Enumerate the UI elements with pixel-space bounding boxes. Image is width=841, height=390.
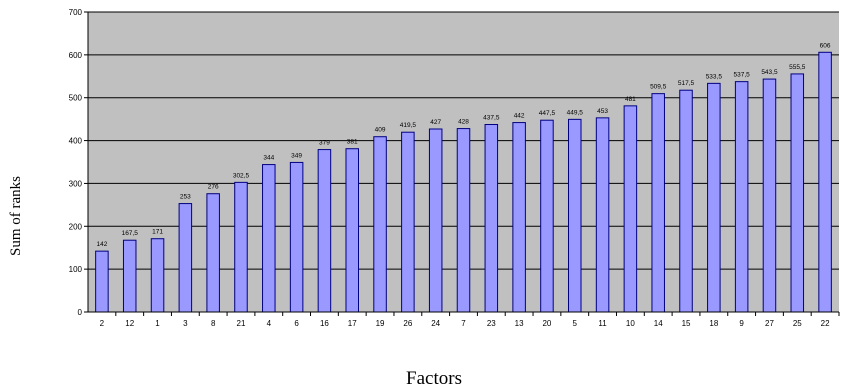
x-tick-label: 25 [793,319,802,328]
bar-10 [623,105,638,313]
data-label: 349 [291,152,302,159]
x-tick-label: 16 [320,319,329,328]
data-label: 481 [625,96,636,103]
x-tick-label: 3 [183,319,188,328]
data-label: 427 [430,119,441,126]
x-tick-label: 18 [709,319,718,328]
data-label: 167,5 [122,230,139,237]
bar-3 [178,203,193,313]
data-label: 379 [319,140,330,147]
x-tick-label: 24 [431,319,440,328]
bars [95,51,832,313]
bar-24 [428,128,443,313]
x-tick-label: 9 [739,319,744,328]
data-label: 419,5 [400,122,417,129]
x-axis-ticks: 2 12 1 3 8 21 4 6 16 17 19 26 24 7 23 13 20 5 11 10 14 15 18 9 2… [100,312,840,328]
x-tick-label: 21 [237,319,246,328]
x-tick-label: 2 [100,319,105,328]
bar-25 [790,73,805,313]
x-tick-label: 27 [765,319,774,328]
x-tick-label: 6 [294,319,299,328]
x-tick-label: 5 [573,319,578,328]
x-tick-label: 15 [682,319,691,328]
x-tick-label: 12 [125,319,134,328]
data-label: 543,5 [761,69,778,76]
y-axis-title: Sum of ranks [8,176,24,256]
data-label: 428 [458,119,469,126]
data-label: 453 [597,108,608,115]
bar-6 [289,161,304,313]
data-label: 449,5 [567,109,584,116]
data-label: 276 [208,184,219,191]
bar-11 [595,117,610,313]
y-tick-label: 300 [69,179,83,188]
data-label: 344 [263,155,274,162]
x-tick-label: 11 [598,319,607,328]
data-labels: 142 167,5 171 253 276 302,5 344 349 379 381 409 419… [96,42,830,248]
data-label: 437,5 [483,115,500,122]
y-axis-ticks: 0 100 200 300 400 500 600 700 [69,8,88,317]
bar-21 [234,181,248,313]
data-label: 302,5 [233,172,250,179]
bar-20 [540,119,554,313]
bar-26 [401,131,415,313]
x-tick-label: 19 [376,319,385,328]
bar-15 [679,89,693,313]
bar-18 [707,82,721,313]
bar-22 [818,51,832,313]
bar-9 [734,81,749,313]
bar-27 [762,78,777,313]
x-tick-label: 4 [267,319,272,328]
bar-5 [568,118,582,313]
bar-16 [317,149,332,313]
bar-2 [95,250,109,313]
y-tick-label: 100 [69,265,83,274]
data-label: 409 [375,127,386,134]
y-tick-label: 600 [69,51,83,60]
y-tick-label: 400 [69,137,83,146]
data-label: 509,5 [650,84,667,91]
x-tick-label: 13 [515,319,524,328]
x-axis-title: Factors [406,368,462,389]
data-label: 606 [820,42,831,49]
x-tick-label: 20 [542,319,551,328]
x-tick-label: 14 [654,319,663,328]
bar-4 [262,164,276,313]
x-tick-label: 26 [403,319,412,328]
y-tick-label: 200 [69,222,83,231]
y-tick-label: 700 [69,8,83,17]
bar-14 [651,93,665,313]
x-tick-label: 22 [821,319,830,328]
data-label: 517,5 [678,80,695,87]
data-label: 447,5 [539,110,556,117]
x-tick-label: 8 [211,319,216,328]
data-label: 171 [152,229,163,236]
y-tick-label: 0 [78,308,83,317]
x-tick-label: 1 [155,319,160,328]
bar-17 [345,148,359,313]
bar-7 [456,128,471,313]
data-label: 442 [514,113,525,120]
bar-12 [122,239,137,313]
x-tick-label: 17 [348,319,357,328]
data-label: 533,5 [706,73,723,80]
x-tick-label: 7 [461,319,466,328]
bar-13 [512,122,526,313]
x-tick-label: 23 [487,319,496,328]
data-label: 555,5 [789,64,806,71]
y-tick-label: 500 [69,94,83,103]
data-label: 142 [96,241,107,248]
bar-8 [206,193,220,313]
data-label: 537,5 [734,72,751,79]
data-label: 253 [180,194,191,201]
bar-1 [150,238,165,313]
bar-23 [484,124,499,313]
bar-19 [373,136,387,313]
x-tick-label: 10 [626,319,635,328]
data-label: 381 [347,139,358,146]
